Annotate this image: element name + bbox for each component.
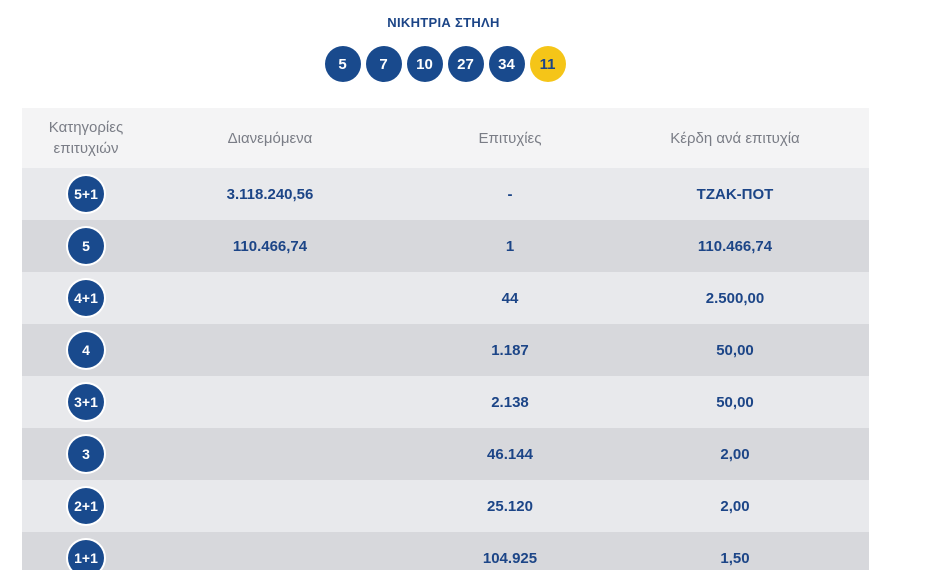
category-badge: 2+1 <box>68 488 104 524</box>
distributed-cell: 110.466,74 <box>232 237 308 255</box>
prize-cell: 2,00 <box>720 445 750 463</box>
prize-cell: 1,50 <box>720 549 750 567</box>
prize-cell: 2.500,00 <box>705 289 765 307</box>
winners-cell: - <box>507 185 513 203</box>
prize-cell: 2,00 <box>720 497 750 515</box>
category-badge: 5+1 <box>68 176 104 212</box>
prize-cell: 50,00 <box>716 393 754 411</box>
table-row: 5+1 3.118.240,56 - ΤΖΑΚ-ΠΟΤ <box>22 168 869 220</box>
prize-cell: ΤΖΑΚ-ΠΟΤ <box>696 185 774 203</box>
table-row: 4 1.187 50,00 <box>22 324 869 376</box>
column-header-distributed: Διανεμόμενα <box>227 129 313 147</box>
winning-numbers: 5 7 10 27 34 11 <box>0 46 890 82</box>
winners-cell: 25.120 <box>487 497 533 515</box>
winning-column-title: ΝΙΚΗΤΡΙΑ ΣΤΗΛΗ <box>387 15 500 30</box>
winners-cell: 46.144 <box>487 445 533 463</box>
category-badge: 3 <box>68 436 104 472</box>
table-header: Κατηγορίες επιτυχιών Διανεμόμενα Επιτυχί… <box>22 108 869 168</box>
prize-table: Κατηγορίες επιτυχιών Διανεμόμενα Επιτυχί… <box>22 108 869 584</box>
bonus-ball: 11 <box>529 46 566 82</box>
table-row: 5 110.466,74 1 110.466,74 <box>22 220 869 272</box>
category-badge: 3+1 <box>68 384 104 420</box>
distributed-cell: 3.118.240,56 <box>226 185 314 203</box>
category-badge: 4 <box>68 332 104 368</box>
number-ball: 5 <box>324 46 361 82</box>
page-bottom-edge <box>0 570 937 588</box>
number-ball: 7 <box>365 46 402 82</box>
number-ball: 27 <box>447 46 484 82</box>
table-row: 2+1 25.120 2,00 <box>22 480 869 532</box>
column-header-categories: Κατηγορίες επιτυχιών <box>48 119 124 157</box>
column-header-prize: Κέρδη ανά επιτυχία <box>670 129 800 147</box>
number-ball: 34 <box>488 46 525 82</box>
prize-cell: 50,00 <box>716 341 754 359</box>
table-row: 4+1 44 2.500,00 <box>22 272 869 324</box>
column-header-winners: Επιτυχίες <box>478 129 542 147</box>
winners-cell: 104.925 <box>482 549 538 567</box>
winners-cell: 2.138 <box>491 393 529 411</box>
winners-cell: 1 <box>505 237 515 255</box>
table-row: 3+1 2.138 50,00 <box>22 376 869 428</box>
winners-cell: 1.187 <box>491 341 529 359</box>
table-row: 3 46.144 2,00 <box>22 428 869 480</box>
category-badge: 5 <box>68 228 104 264</box>
winners-cell: 44 <box>501 289 519 307</box>
category-badge: 4+1 <box>68 280 104 316</box>
prize-cell: 110.466,74 <box>697 237 773 255</box>
number-ball: 10 <box>406 46 443 82</box>
